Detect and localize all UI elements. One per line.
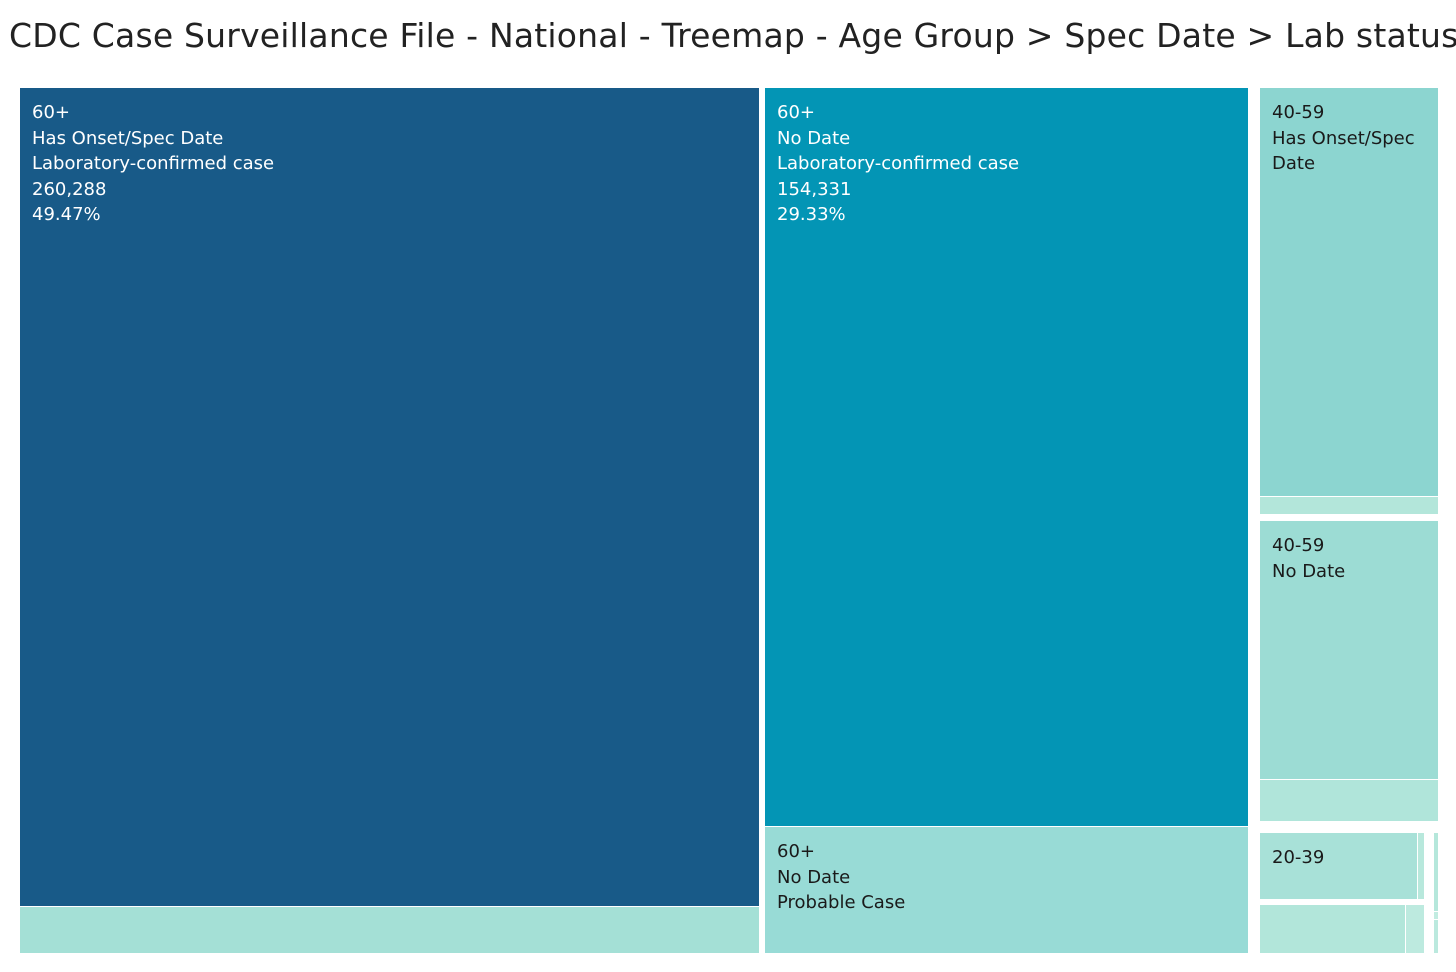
treemap-tile-60plus-onset-lab[interactable]: 60+ Has Onset/Spec Date Laboratory-confi… xyxy=(20,88,759,906)
tile-spec-date: Has Onset/Spec Date xyxy=(32,127,224,149)
treemap-tile-40-59-nodate-lab[interactable]: 40-59 No Date xyxy=(1260,521,1438,779)
tile-age-group: 40-59 xyxy=(1272,535,1325,556)
tile-lab-status: Laboratory-confirmed case xyxy=(777,153,1020,174)
tile-spec-date: No Date xyxy=(1272,560,1346,582)
tile-spec-date: No Date xyxy=(777,866,851,888)
treemap-tile-20-39-onset-lab[interactable]: 20-39 xyxy=(1260,833,1417,899)
tile-spec-date: Has Onset/Spec Date xyxy=(1272,127,1415,175)
tile-label: 60+ Has Onset/Spec Date Laboratory-confi… xyxy=(32,100,751,228)
treemap-tile-20-39-nodate-lab[interactable] xyxy=(1260,905,1405,953)
tile-age-group: 20-39 xyxy=(1272,847,1325,868)
treemap-tile-40-59-onset-lab[interactable]: 40-59 Has Onset/Spec Date xyxy=(1260,88,1438,496)
treemap-tile-0-19-onset-probable[interactable] xyxy=(1434,912,1438,919)
treemap-tile-40-59-nodate-probable[interactable] xyxy=(1260,780,1438,821)
tile-label: 40-59 No Date xyxy=(1272,533,1430,584)
treemap-tile-20-39-onset-probable[interactable] xyxy=(1418,833,1424,899)
tile-age-group: 60+ xyxy=(32,102,70,123)
chart-title: CDC Case Surveillance File - National - … xyxy=(9,16,1456,55)
tile-spec-date: No Date xyxy=(777,127,851,149)
tile-label: 60+ No Date Laboratory-confirmed case 15… xyxy=(777,100,1240,228)
tile-value: 154,331 xyxy=(777,178,852,200)
tile-label: 40-59 Has Onset/Spec Date xyxy=(1272,100,1430,177)
treemap-tile-60plus-nodate-probable[interactable]: 60+ No Date Probable Case xyxy=(765,827,1248,953)
tile-age-group: 40-59 xyxy=(1272,102,1325,123)
treemap-tile-0-19-onset-lab[interactable] xyxy=(1434,833,1438,911)
tile-percent: 29.33% xyxy=(777,204,846,225)
treemap-tile-0-19-nodate-lab[interactable] xyxy=(1434,920,1438,953)
treemap-tile-60plus-nodate-lab[interactable]: 60+ No Date Laboratory-confirmed case 15… xyxy=(765,88,1248,826)
tile-label: 60+ No Date Probable Case xyxy=(777,839,1240,916)
tile-value: 260,288 xyxy=(32,178,107,200)
tile-age-group: 60+ xyxy=(777,841,815,862)
tile-lab-status: Laboratory-confirmed case xyxy=(32,153,275,174)
treemap-tile-20-39-nodate-probable[interactable] xyxy=(1406,905,1424,953)
tile-label: 20-39 xyxy=(1272,845,1409,871)
tile-lab-status: Probable Case xyxy=(777,892,906,913)
treemap-tile-60plus-onset-probable[interactable] xyxy=(20,907,759,953)
treemap-tile-40-59-onset-probable[interactable] xyxy=(1260,497,1438,514)
tile-percent: 49.47% xyxy=(32,204,101,225)
tile-age-group: 60+ xyxy=(777,102,815,123)
